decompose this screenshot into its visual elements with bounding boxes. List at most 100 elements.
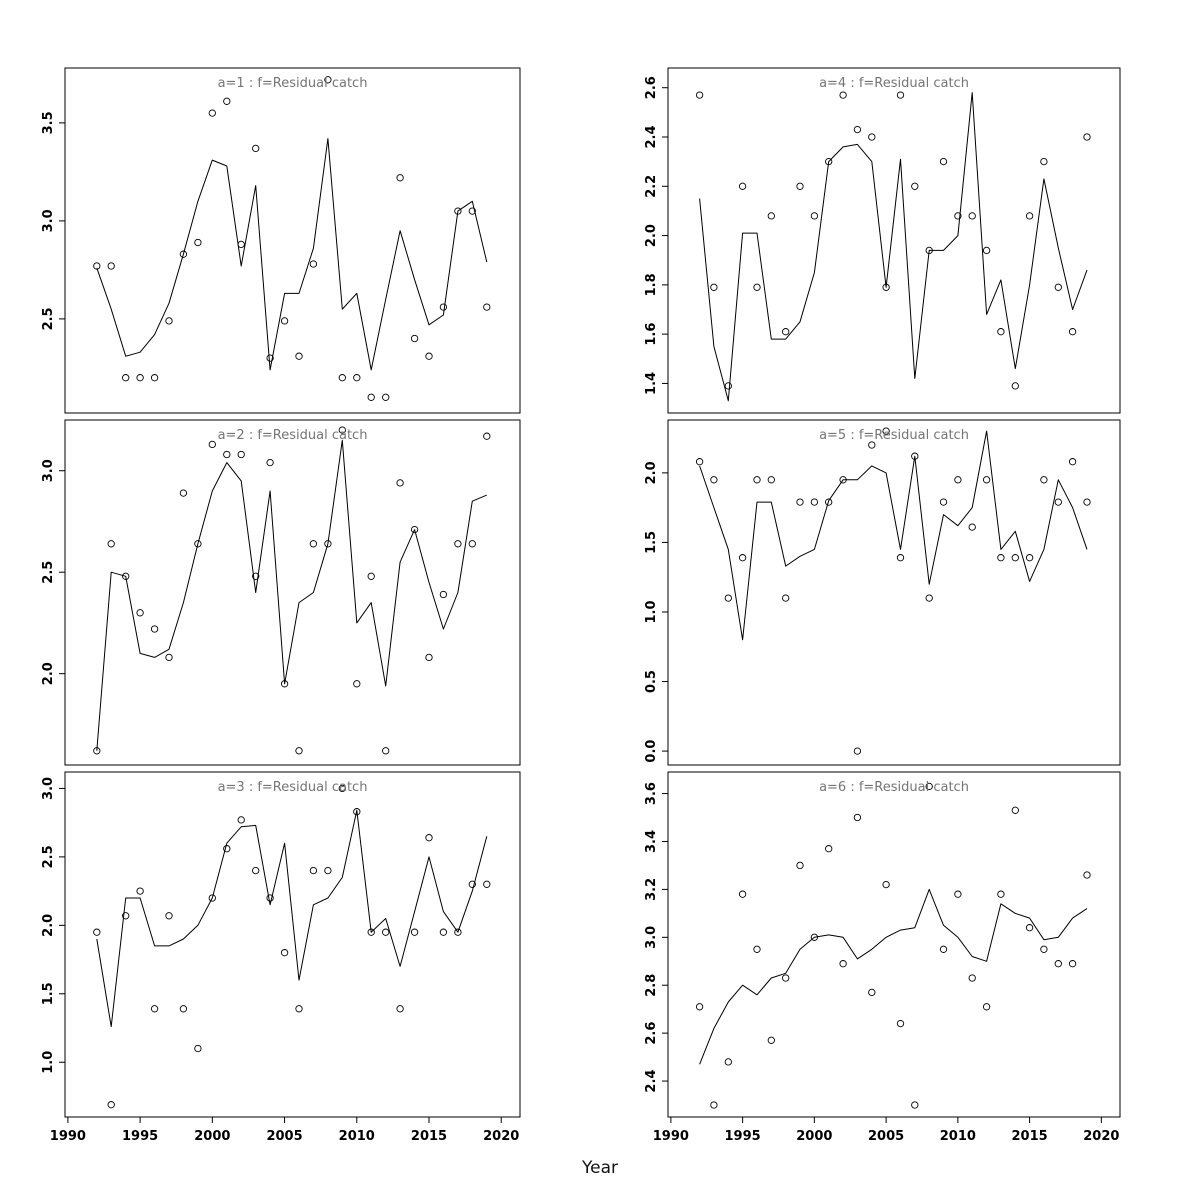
data-point: [1083, 871, 1091, 879]
data-point: [295, 1005, 303, 1013]
y-tick-label: 1.0: [41, 1051, 56, 1074]
data-point: [911, 1101, 919, 1109]
data-point: [208, 109, 216, 117]
data-point: [853, 813, 862, 822]
data-point: [710, 283, 718, 291]
data-point: [753, 945, 761, 953]
data-point: [911, 452, 919, 460]
x-tick-label: 2005: [266, 1129, 302, 1144]
y-tick-label: 2.2: [644, 175, 659, 198]
data-point: [382, 393, 390, 401]
y-tick-label: 2.0: [644, 461, 659, 484]
data-point: [295, 352, 303, 360]
data-point: [425, 834, 433, 842]
data-point: [1025, 212, 1034, 220]
data-point: [483, 432, 491, 440]
data-point: [753, 283, 761, 291]
data-point: [338, 784, 346, 793]
data-point: [410, 928, 419, 936]
data-point: [1011, 382, 1019, 390]
data-point: [367, 928, 375, 936]
data-point: [767, 212, 775, 220]
data-point: [738, 182, 747, 190]
data-point: [954, 890, 962, 898]
data-point: [295, 747, 303, 755]
data-point: [911, 182, 919, 190]
plot-box: [667, 419, 1121, 766]
data-point: [309, 260, 318, 268]
data-point: [194, 1044, 202, 1053]
data-point: [882, 880, 890, 889]
data-point: [454, 207, 462, 215]
data-point: [382, 747, 390, 755]
data-point: [353, 374, 361, 382]
data-point: [179, 250, 188, 258]
data-point: [122, 572, 130, 580]
data-point: [396, 479, 404, 487]
data-point: [1083, 498, 1091, 506]
plot-box: [64, 771, 521, 1118]
data-point: [724, 594, 732, 602]
y-tick-label: 0.5: [644, 670, 659, 693]
data-point: [483, 303, 491, 311]
y-tick-label: 2.5: [41, 845, 56, 868]
data-point: [839, 476, 847, 484]
data-point: [810, 212, 819, 220]
data-point: [468, 880, 476, 888]
data-point: [796, 182, 804, 190]
data-point: [1011, 806, 1019, 814]
data-point: [738, 554, 747, 562]
data-point: [954, 476, 962, 484]
data-point: [179, 489, 188, 497]
data-point: [882, 427, 890, 435]
y-tick-label: 3.0: [644, 926, 659, 949]
data-point: [896, 554, 905, 562]
data-point: [968, 974, 976, 982]
data-point: [810, 933, 819, 941]
y-tick-label: 3.5: [41, 111, 56, 134]
data-point: [410, 334, 419, 343]
x-tick-label: 2015: [411, 1129, 447, 1144]
plot-box: [64, 67, 521, 414]
data-point: [896, 1019, 905, 1028]
x-tick-label: 2000: [796, 1129, 832, 1144]
data-point: [280, 949, 289, 957]
data-point: [410, 525, 419, 534]
y-tick-label: 3.4: [644, 830, 659, 853]
data-point: [353, 808, 361, 816]
data-point: [1083, 133, 1091, 141]
data-point: [868, 133, 876, 141]
x-tick-label: 2010: [940, 1129, 976, 1144]
data-point: [266, 354, 274, 362]
y-tick-label: 3.2: [644, 878, 659, 901]
data-point: [150, 625, 159, 633]
x-tick-label: 2000: [194, 1129, 230, 1144]
data-point: [782, 974, 790, 982]
data-point: [324, 866, 332, 875]
y-tick-label: 2.0: [41, 914, 56, 937]
data-point: [882, 283, 890, 291]
data-point: [796, 498, 804, 506]
fit-line: [699, 92, 1088, 402]
y-tick-label: 2.6: [644, 1022, 659, 1045]
y-tick-label: 2.5: [41, 561, 56, 584]
data-point: [252, 866, 260, 875]
data-point: [1040, 945, 1048, 953]
data-point: [367, 393, 375, 401]
data-point: [853, 125, 862, 134]
data-point: [1025, 924, 1034, 932]
data-point: [266, 894, 274, 902]
data-point: [439, 928, 448, 936]
fit-line: [699, 430, 1088, 641]
fit-line: [96, 138, 488, 371]
data-point: [223, 450, 231, 459]
y-tick-label: 3.6: [644, 782, 659, 805]
y-tick-label: 1.5: [644, 531, 659, 554]
data-point: [136, 374, 144, 382]
x-tick-label: 2005: [868, 1129, 904, 1144]
x-tick-label: 1995: [725, 1129, 761, 1144]
data-point: [165, 653, 173, 662]
data-point: [1040, 157, 1048, 166]
x-tick-label: 1995: [122, 1129, 158, 1144]
data-point: [724, 1058, 732, 1066]
